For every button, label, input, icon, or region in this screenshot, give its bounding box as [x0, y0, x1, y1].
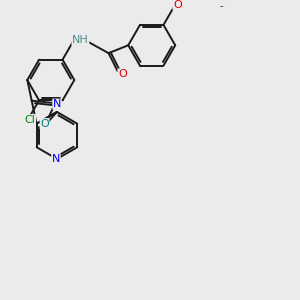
Text: Cl: Cl: [25, 115, 35, 124]
Text: O: O: [118, 69, 127, 79]
Text: N: N: [53, 99, 61, 109]
Text: NH: NH: [72, 35, 89, 45]
Text: O: O: [173, 0, 182, 10]
Text: N: N: [52, 154, 60, 164]
Text: O: O: [40, 118, 49, 129]
